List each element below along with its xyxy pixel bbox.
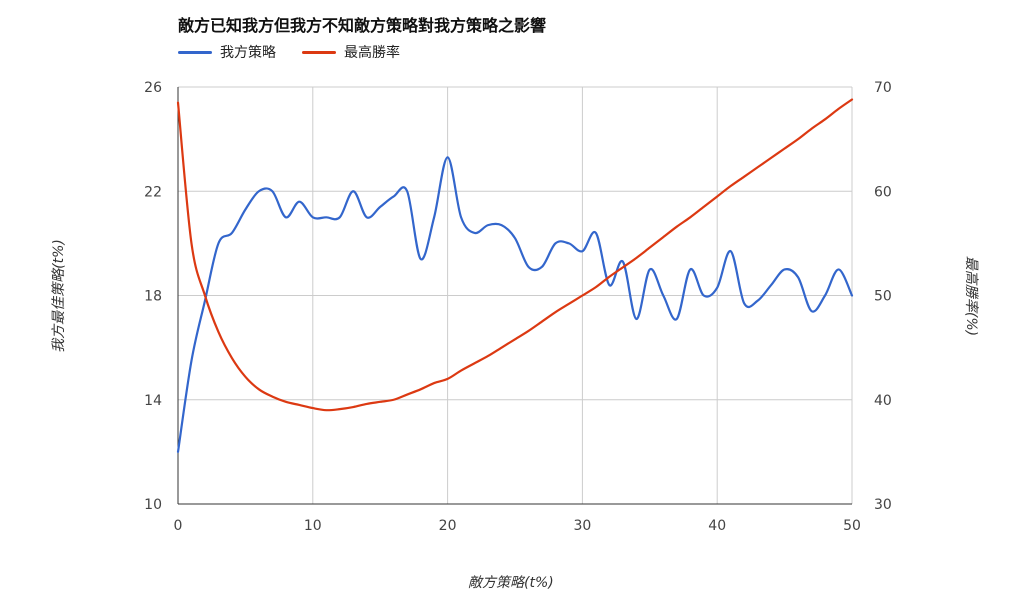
chart-legend: 我方策略 最高勝率 (178, 42, 400, 62)
y-right-tick-label: 50 (874, 289, 892, 305)
legend-swatch-winrate (302, 50, 336, 54)
y-right-tick-label: 60 (874, 184, 892, 200)
x-tick-label: 40 (708, 518, 726, 534)
legend-item-winrate: 最高勝率 (302, 42, 400, 62)
x-tick-label: 50 (843, 518, 861, 534)
series-line-strategy (176, 156, 854, 453)
x-tick-label: 20 (439, 518, 457, 534)
chart-axes (177, 87, 852, 505)
y-right-tick-label: 30 (874, 497, 892, 513)
y-left-tick-label: 18 (144, 289, 162, 305)
y-left-tick-label: 10 (144, 497, 162, 513)
y-right-tick-label: 70 (874, 80, 892, 96)
legend-swatch-strategy (178, 50, 212, 54)
y-left-tick-label: 22 (144, 184, 162, 200)
y-axis-right-title: 最高勝率(%) (963, 255, 979, 337)
series-line-winrate (176, 98, 854, 412)
chart-tick-labels: 10 14 18 22 26 30 40 50 60 70 0 10 20 30 40 50 (144, 80, 892, 534)
legend-label-strategy: 我方策略 (220, 45, 276, 61)
x-tick-label: 0 (174, 518, 183, 534)
x-axis-title: 敵方策略(t%) (468, 575, 554, 591)
y-right-tick-label: 40 (874, 393, 892, 409)
legend-label-winrate: 最高勝率 (344, 45, 400, 61)
chart-title: 敵方已知我方但我方不知敵方策略對我方策略之影響 (178, 16, 547, 35)
chart-grid (177, 86, 853, 505)
x-tick-label: 30 (573, 518, 591, 534)
y-left-tick-label: 26 (144, 80, 162, 96)
y-axis-left-title: 我方最佳策略(t%) (51, 239, 67, 353)
legend-item-strategy: 我方策略 (178, 42, 276, 62)
y-left-tick-label: 14 (144, 393, 162, 409)
x-tick-label: 10 (304, 518, 322, 534)
chart-series (176, 98, 854, 453)
